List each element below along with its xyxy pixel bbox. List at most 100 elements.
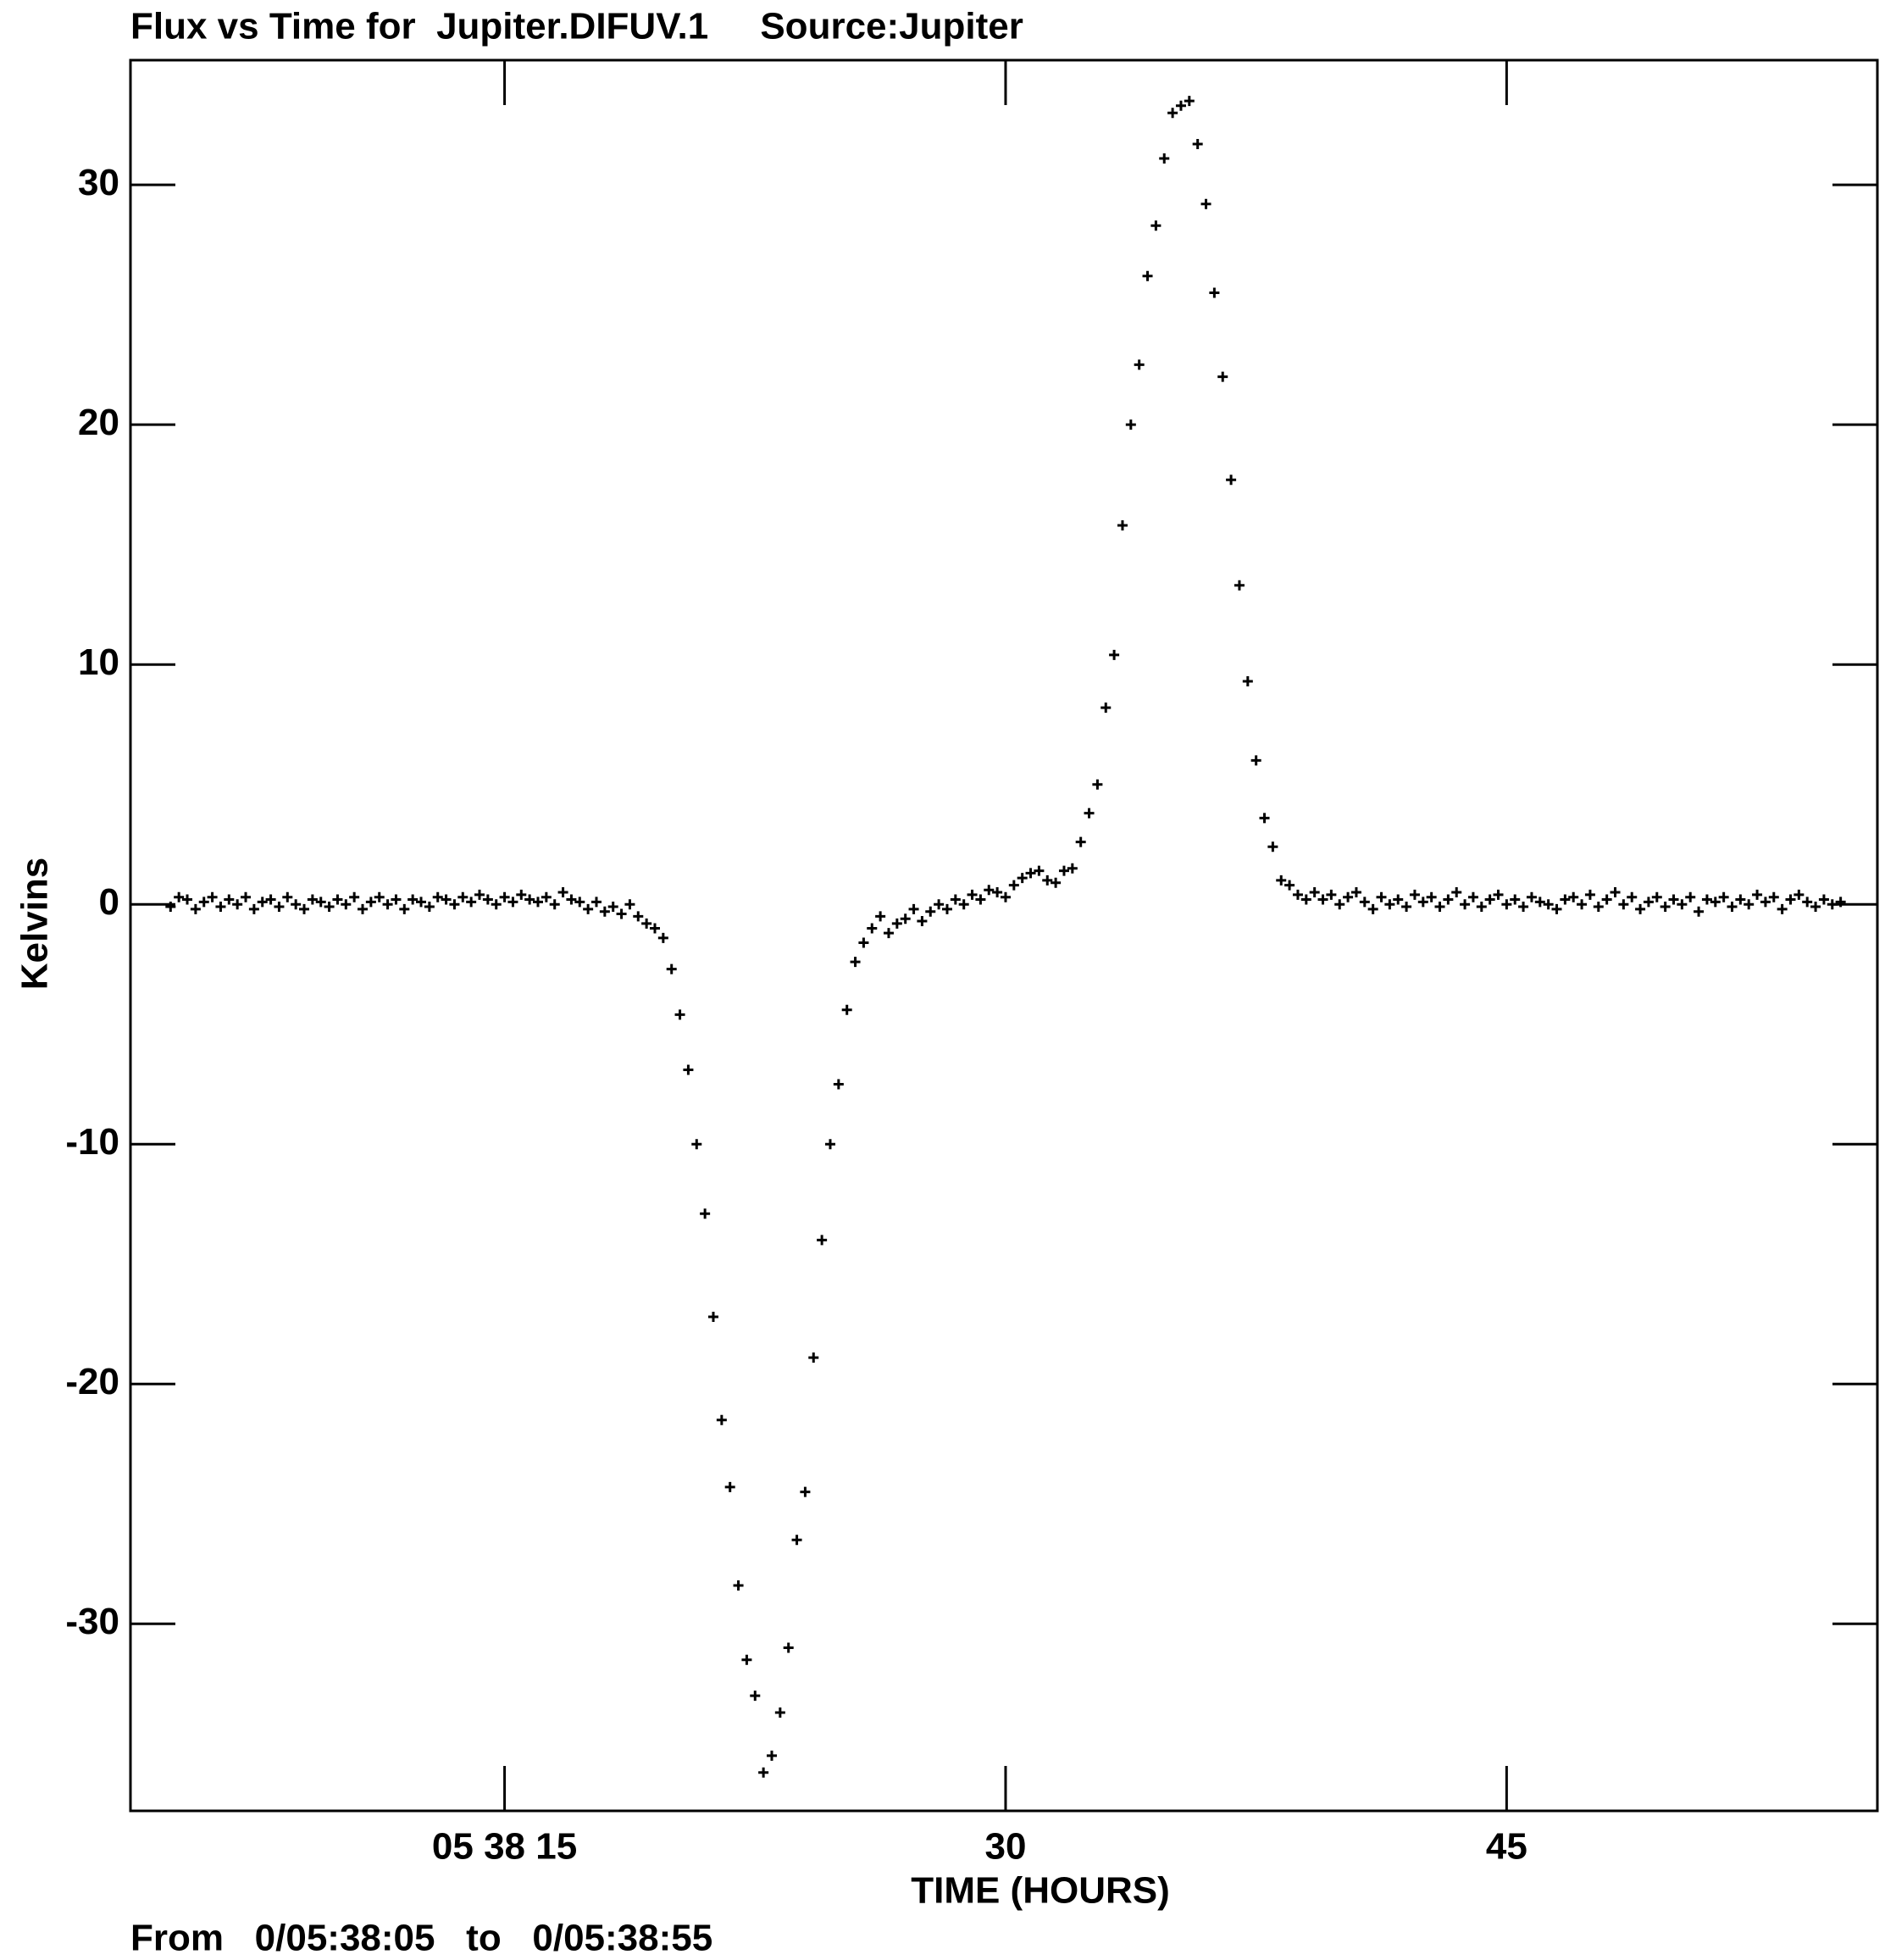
data-point	[1234, 580, 1245, 591]
data-point	[1484, 894, 1495, 905]
data-point	[224, 894, 235, 905]
data-point	[174, 891, 185, 902]
data-point	[1610, 887, 1621, 898]
data-point	[1651, 891, 1662, 902]
data-point	[707, 1311, 718, 1322]
data-point	[867, 923, 878, 934]
data-point	[299, 903, 310, 914]
data-point	[858, 937, 869, 948]
data-point	[1835, 897, 1846, 908]
data-point	[700, 1208, 711, 1219]
data-point	[1417, 897, 1428, 908]
data-point	[774, 1707, 785, 1718]
data-point	[1794, 889, 1805, 900]
data-point	[1543, 899, 1554, 910]
data-point	[1401, 902, 1412, 913]
data-point	[1067, 863, 1078, 874]
data-point	[1510, 894, 1521, 905]
data-point	[332, 894, 343, 905]
data-point	[1577, 899, 1588, 910]
data-point	[590, 897, 602, 908]
data-point	[1242, 676, 1253, 687]
data-point	[666, 963, 677, 974]
data-point	[566, 894, 577, 905]
data-point	[1601, 894, 1612, 905]
data-point	[1526, 891, 1537, 902]
data-point	[616, 908, 627, 919]
data-point	[716, 1414, 727, 1425]
data-point	[925, 906, 936, 917]
data-point	[1359, 897, 1370, 908]
data-point	[1276, 875, 1287, 886]
data-point	[1618, 899, 1629, 910]
data-point	[457, 891, 468, 902]
data-point	[691, 1139, 702, 1150]
y-tick-label: -20	[65, 1361, 119, 1402]
data-point	[324, 902, 335, 913]
data-point	[307, 894, 318, 905]
data-point	[817, 1235, 828, 1246]
data-point	[1376, 891, 1387, 902]
data-point	[833, 1079, 844, 1090]
data-point	[1084, 808, 1095, 819]
data-point	[499, 891, 510, 902]
data-point	[1075, 836, 1086, 847]
data-point	[1768, 891, 1779, 902]
chart-title: Flux vs Time for Jupiter.DIFUV.1 Source:…	[130, 6, 1023, 47]
data-point	[382, 899, 393, 910]
data-point	[791, 1535, 802, 1546]
data-point	[1818, 894, 1829, 905]
data-point	[1334, 899, 1345, 910]
data-point	[1501, 899, 1512, 910]
data-point	[1467, 891, 1478, 902]
data-point	[975, 894, 986, 905]
data-point	[649, 923, 660, 934]
data-point	[1017, 873, 1028, 884]
data-point	[1785, 894, 1796, 905]
x-tick-label: 05 38 15	[432, 1826, 577, 1868]
data-point	[1810, 902, 1821, 913]
data-point	[841, 1004, 852, 1015]
data-point	[1317, 894, 1328, 905]
data-point	[215, 902, 226, 913]
data-point	[449, 899, 460, 910]
data-point	[992, 887, 1003, 898]
data-point	[1259, 813, 1270, 824]
data-point	[1267, 841, 1278, 852]
data-point	[599, 906, 610, 917]
data-point	[1058, 865, 1069, 876]
data-point	[1284, 880, 1295, 891]
data-point	[1042, 875, 1053, 886]
data-point	[1226, 475, 1237, 486]
data-point	[1827, 899, 1838, 910]
data-point	[1326, 889, 1337, 900]
data-point	[1710, 897, 1721, 908]
data-point	[1677, 899, 1688, 910]
data-point	[198, 897, 209, 908]
data-point	[374, 891, 385, 902]
data-point	[182, 894, 193, 905]
data-point	[407, 894, 419, 905]
data-point	[1159, 153, 1170, 164]
data-point	[908, 903, 919, 914]
data-point	[1760, 897, 1771, 908]
data-point	[1777, 903, 1788, 914]
data-point	[984, 885, 995, 896]
data-point	[291, 899, 302, 910]
y-tick-label: 0	[99, 881, 119, 923]
data-point	[1367, 903, 1378, 914]
data-point	[557, 887, 568, 898]
data-point	[766, 1750, 777, 1761]
data-point	[1802, 897, 1813, 908]
data-point	[1184, 96, 1195, 107]
data-point	[1518, 902, 1529, 913]
data-point	[683, 1064, 694, 1075]
data-point	[724, 1481, 735, 1492]
data-point	[1460, 899, 1471, 910]
data-point	[466, 897, 477, 908]
data-point	[507, 897, 518, 908]
data-point	[1476, 902, 1487, 913]
data-point	[1309, 887, 1320, 898]
data-point	[967, 889, 978, 900]
data-point	[365, 897, 376, 908]
